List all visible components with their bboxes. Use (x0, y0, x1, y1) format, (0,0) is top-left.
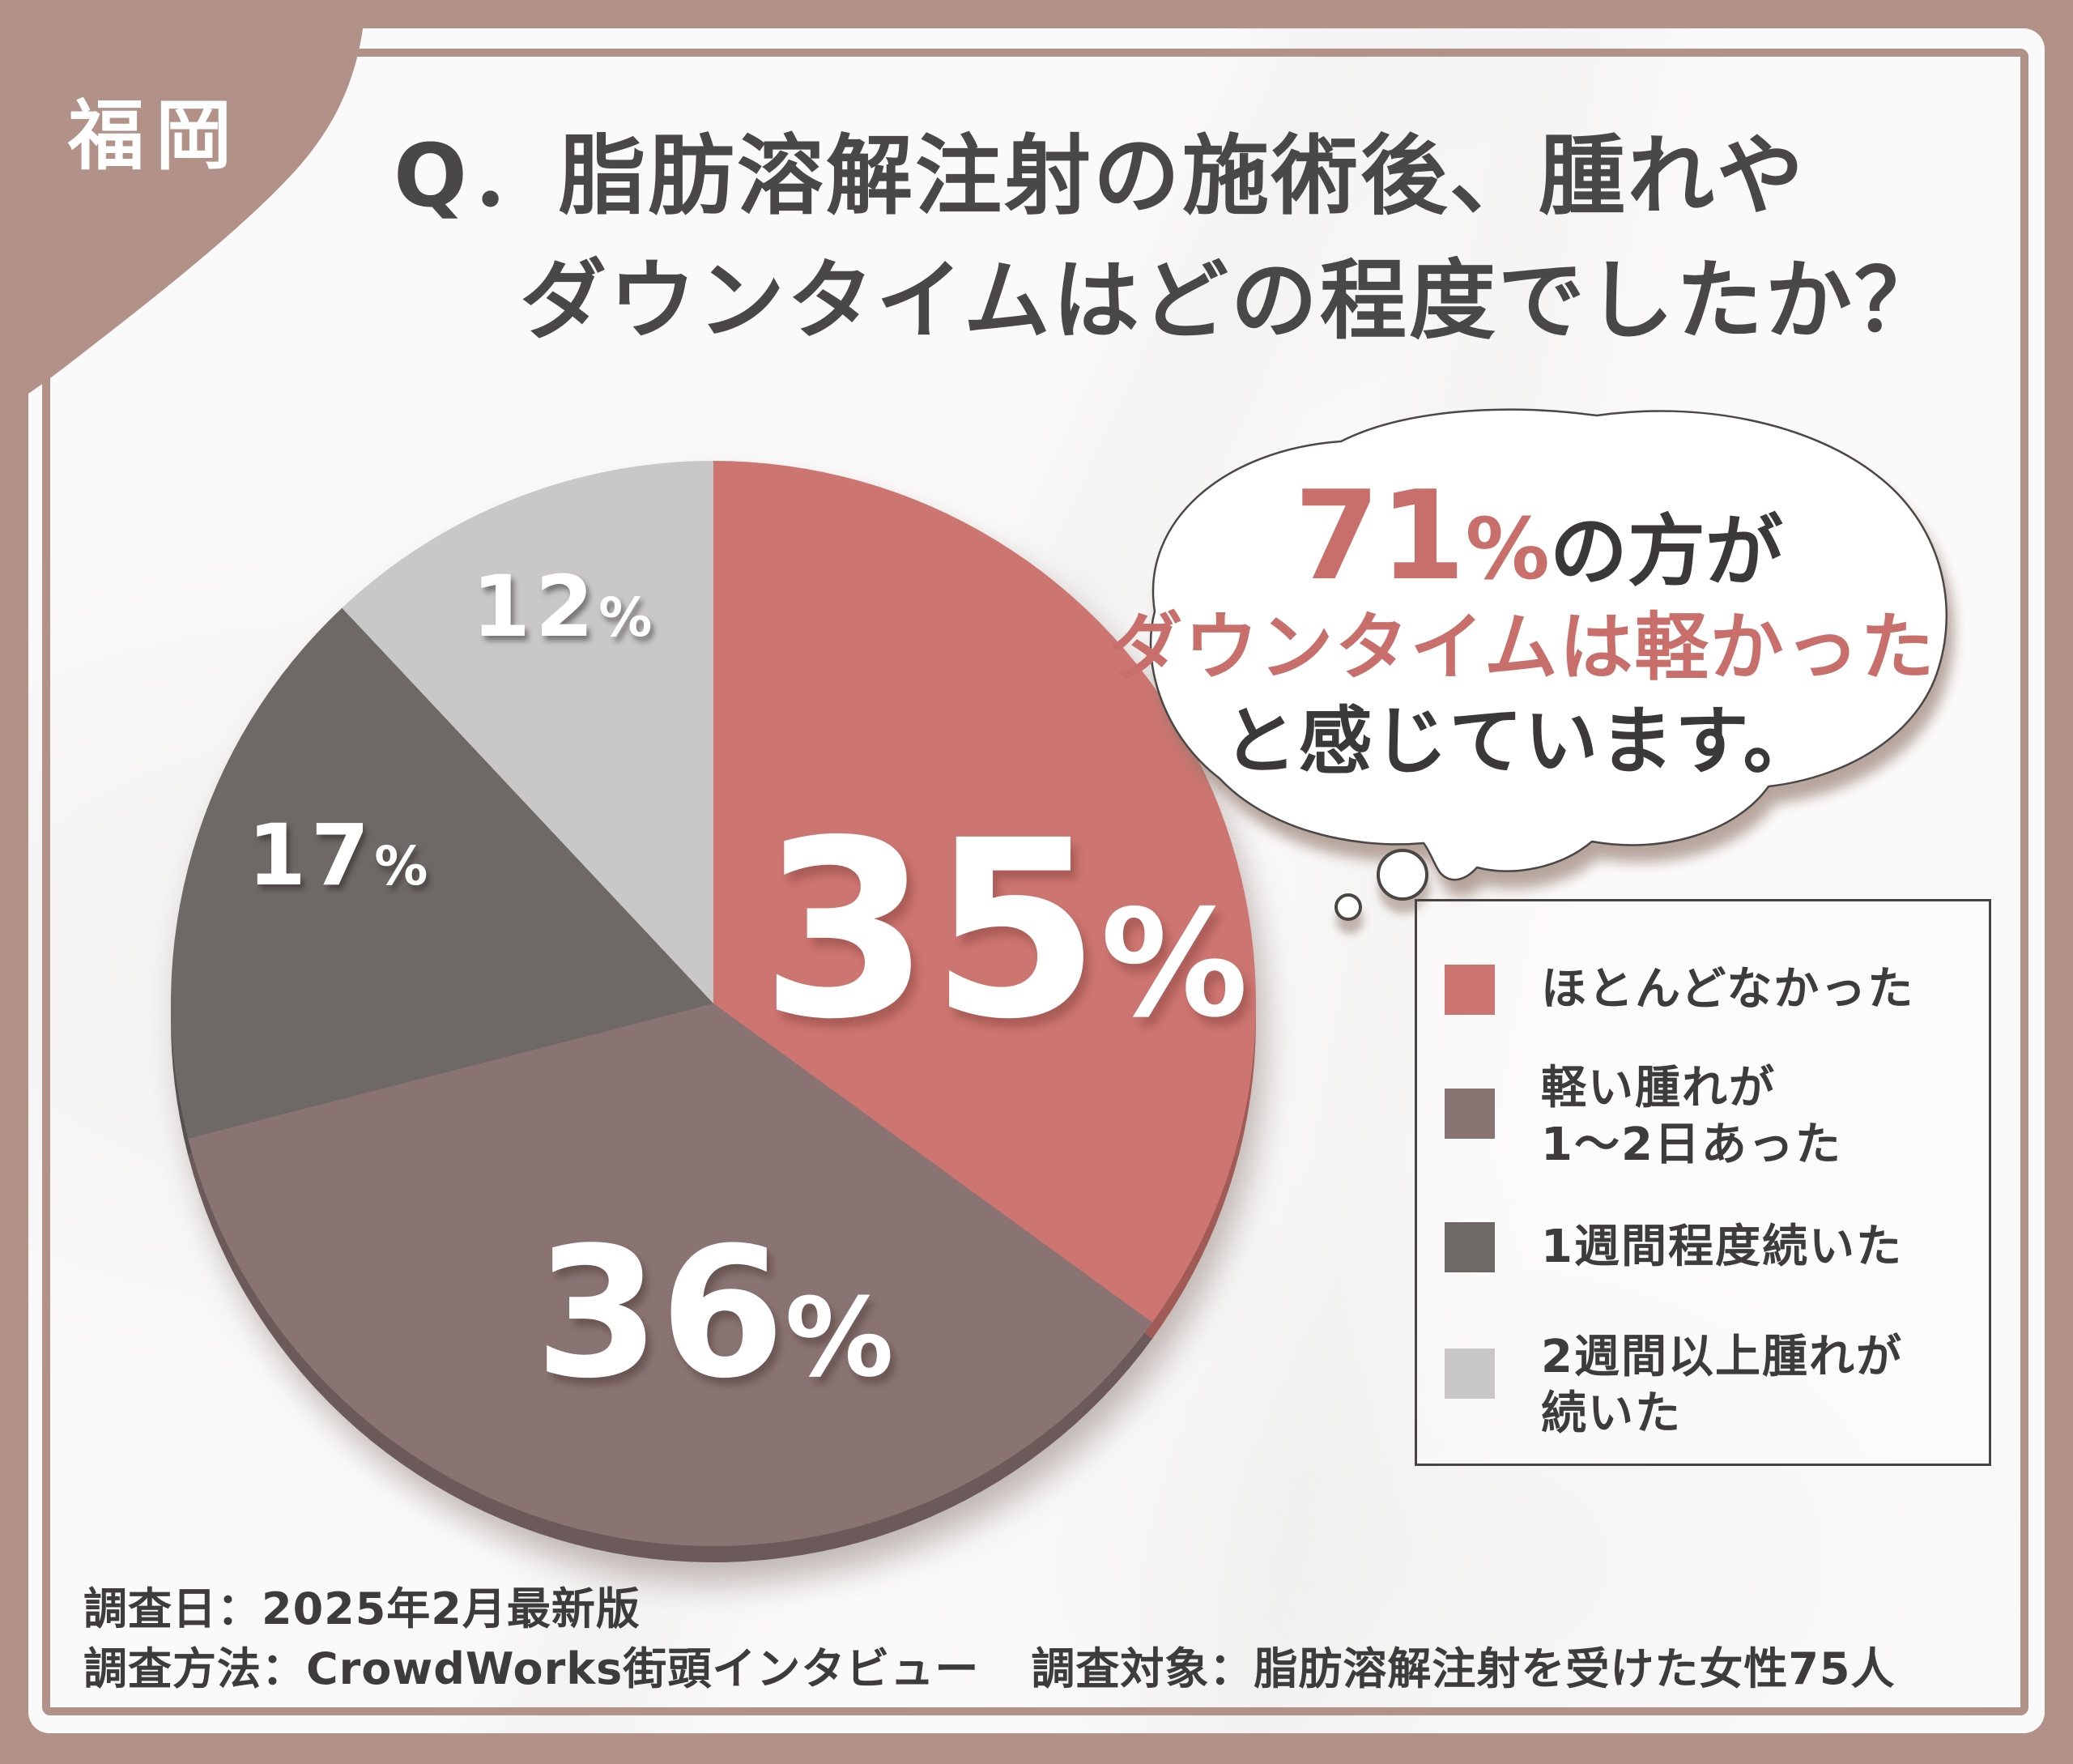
bubble-highlight-line: ダウンタイムは軽かった (1109, 605, 1936, 691)
pie-slice-label-hotondo: 35% (760, 809, 1249, 1054)
pie-chart (170, 461, 1257, 1563)
pie-slice-value: 35 (760, 789, 1100, 1073)
legend-label-line: 1〜2日あった (1541, 1118, 1842, 1171)
percent-sign: % (1100, 878, 1249, 1050)
page-title-line2: ダウンタイムはどの程度でしたか？ (520, 251, 1943, 352)
legend-label-line: ほとんどなかった (1541, 963, 1915, 1016)
pie-slice-label-nishukan: 12% (472, 565, 658, 649)
bubble-closing-line: と感じています。 (1223, 699, 1819, 785)
pie-slice-value: 36 (534, 1209, 785, 1418)
inner-frame-border (42, 49, 2028, 1715)
pie-slice-1 (188, 1003, 1153, 1547)
pie-slice-label-isshukan: 17% (248, 813, 433, 897)
legend-item-label: 2週間以上腫れが 続いた (1541, 1329, 1903, 1442)
pie-slice-value: 17 (247, 806, 375, 905)
percent-sign: % (374, 835, 433, 897)
bubble-stat-suffix: の方が (1549, 506, 1783, 597)
survey-method-text: 調査方法：CrowdWorks街頭インタビュー (83, 1643, 980, 1694)
legend-item-label: 1週間程度続いた (1541, 1219, 1903, 1276)
legend-swatch-lightgray (1445, 1349, 1495, 1399)
pie-slice-0 (713, 461, 1257, 1323)
survey-date-note: 調査日：2025年2月最新版 (83, 1583, 641, 1634)
legend-item-label: ほとんどなかった (1541, 961, 1914, 1018)
bubble-stat-line: 71%の方が (1294, 475, 1783, 598)
bubble-stat-value: 71 (1294, 464, 1466, 607)
legend-label-line: 2週間以上腫れが (1541, 1331, 1903, 1383)
bubble-stat-unit: % (1465, 500, 1550, 599)
pie-slice-2 (170, 607, 713, 1139)
pie-slice-value: 12 (471, 557, 599, 656)
percent-sign: % (785, 1275, 894, 1401)
pie-slice-3 (342, 461, 713, 1003)
legend-item-label: 軽い腫れが 1〜2日あった (1541, 1060, 1842, 1174)
region-badge: 福岡 (68, 92, 244, 181)
legend-swatch-darkgray (1445, 1222, 1495, 1272)
corner-blob-shape (0, 0, 366, 411)
legend-label-line: 1週間程度続いた (1541, 1221, 1903, 1273)
legend-swatch-mauve (1445, 1089, 1495, 1139)
legend-label-line: 続いた (1541, 1387, 1682, 1440)
survey-target-text: 調査対象：脂肪溶解注射を受けた女性75人 (1031, 1643, 1896, 1694)
percent-sign: % (598, 586, 658, 649)
survey-method-note: 調査方法：CrowdWorks街頭インタビュー 調査対象：脂肪溶解注射を受けた女性… (83, 1633, 1895, 1697)
thought-bubble-circle-large (1377, 849, 1428, 901)
thought-bubble-circle-small (1334, 893, 1362, 921)
pie-slice-label-karui-hare: 36% (534, 1224, 893, 1404)
page-title-line1: Q．脂肪溶解注射の施術後、腫れや (394, 126, 1806, 227)
legend-swatch-red (1445, 965, 1495, 1015)
fukuoka-corner-blob (0, 0, 366, 411)
chart-legend: ほとんどなかった 軽い腫れが 1〜2日あった 1週間程度続いた 2週間以上腫れが… (1415, 899, 1991, 1466)
speech-bubble (1149, 408, 1947, 881)
speech-bubble-shape (1149, 408, 1947, 881)
legend-label-line: 軽い腫れが (1541, 1062, 1776, 1114)
